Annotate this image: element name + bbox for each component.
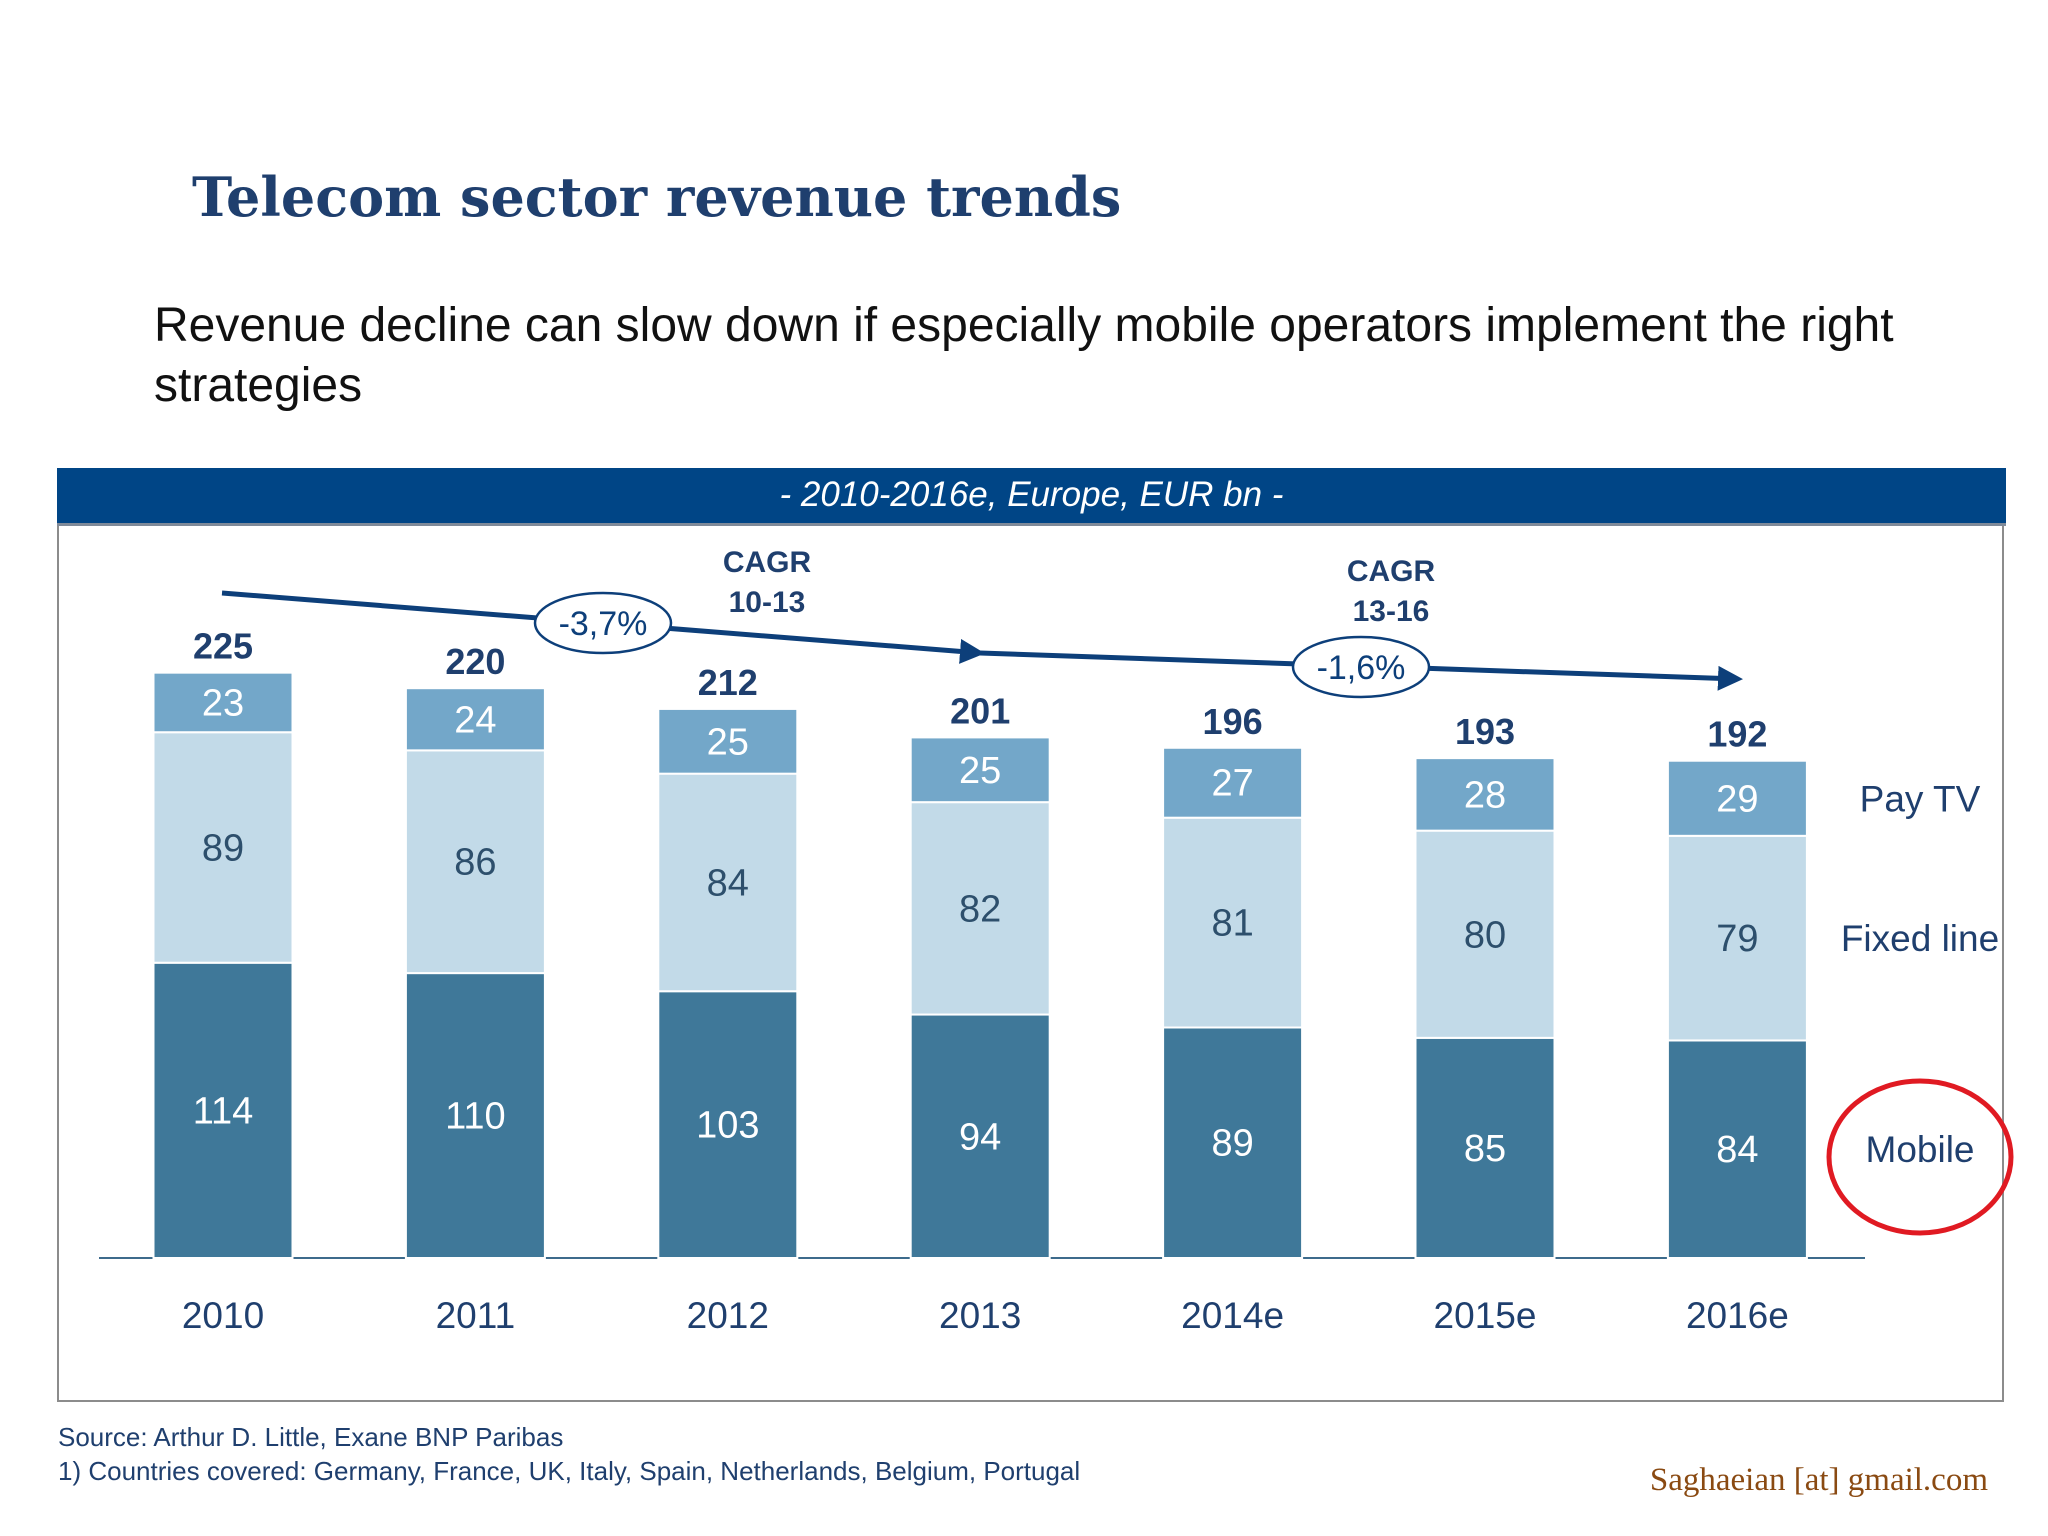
bar-value-label: 25: [959, 750, 1001, 792]
bar-value-label: 85: [1464, 1128, 1506, 1170]
total-label: 220: [445, 641, 505, 682]
bar-segment-fixed-line: [1666, 834, 1808, 1042]
bar-value-label: 89: [1211, 1123, 1253, 1165]
x-tick-label: 2013: [939, 1295, 1021, 1336]
x-tick-label: 2010: [182, 1295, 264, 1336]
total-label: 212: [698, 662, 758, 703]
bar-segment-fixed-line: [657, 772, 799, 993]
bar-segment-fixed-line: [404, 749, 546, 975]
bar-segment-pay-tv: [1414, 757, 1556, 832]
bar-value-label: 86: [454, 842, 496, 884]
bar-segment-pay-tv: [152, 671, 294, 734]
bar-segment-mobile: [1162, 1026, 1304, 1259]
cagr-value: -3,7%: [559, 605, 648, 643]
bar-value-label: 82: [959, 888, 1001, 930]
bar-segment-pay-tv: [1162, 746, 1304, 819]
total-label: 201: [950, 690, 1010, 731]
chart-frame: [57, 468, 2004, 1402]
highlight-circle: [1826, 1078, 2014, 1236]
cagr-label: CAGR: [1347, 555, 1436, 588]
total-label: 192: [1707, 714, 1767, 755]
legend-label: Fixed line: [1841, 918, 1999, 959]
bar-value-label: 79: [1716, 918, 1758, 960]
total-label: 193: [1455, 711, 1515, 752]
bar-segment-fixed-line: [1162, 816, 1304, 1029]
bar-value-label: 110: [445, 1096, 506, 1138]
bar-segment-mobile: [657, 990, 799, 1259]
x-tick-label: 2014e: [1181, 1295, 1284, 1336]
bar-value-label: 25: [707, 721, 749, 763]
page-title: Telecom sector revenue trends: [192, 165, 1122, 229]
bar-segment-mobile: [1666, 1039, 1808, 1259]
bar-value-label: 81: [1211, 903, 1253, 945]
x-tick-label: 2015e: [1434, 1295, 1537, 1336]
bar-segment-mobile: [1414, 1036, 1556, 1259]
countries-note: 1) Countries covered: Germany, France, U…: [58, 1456, 1081, 1486]
x-tick-label: 2016e: [1686, 1295, 1789, 1336]
x-tick-label: 2011: [436, 1295, 516, 1336]
footnotes: Source: Arthur D. Little, Exane BNP Pari…: [58, 1420, 1080, 1488]
source-note: Source: Arthur D. Little, Exane BNP Pari…: [58, 1422, 564, 1452]
bar-value-label: 80: [1464, 914, 1506, 956]
total-label: 225: [193, 626, 253, 667]
cagr-period: 10-13: [729, 586, 806, 619]
bar-segment-fixed-line: [152, 731, 294, 964]
bar-segment-fixed-line: [909, 801, 1051, 1016]
bar-value-label: 29: [1716, 778, 1758, 820]
bar-segment-pay-tv: [404, 687, 546, 752]
bar-value-label: 28: [1464, 774, 1506, 816]
x-tick-label: 2012: [687, 1295, 769, 1336]
bar-segment-pay-tv: [657, 707, 799, 775]
bar-value-label: 84: [707, 862, 749, 904]
legend-label: Pay TV: [1860, 778, 1981, 819]
bar-value-label: 84: [1716, 1129, 1758, 1171]
bar-value-label: 24: [454, 699, 496, 741]
legend-label: Mobile: [1866, 1129, 1975, 1170]
cagr-bubble: [1291, 635, 1431, 699]
bar-segment-pay-tv: [909, 736, 1051, 804]
cagr-period: 13-16: [1353, 595, 1430, 628]
bar-segment-pay-tv: [1666, 759, 1808, 837]
bar-segment-fixed-line: [1414, 829, 1556, 1039]
cagr-value: -1,6%: [1317, 649, 1406, 687]
bar-value-label: 27: [1211, 763, 1253, 805]
cagr-bubble: [533, 591, 673, 655]
bar-segment-mobile: [404, 972, 546, 1259]
bar-value-label: 23: [202, 682, 244, 724]
watermark-email: Saghaeian [at] gmail.com: [1649, 1462, 1988, 1498]
subtitle: Revenue decline can slow down if especia…: [154, 299, 1894, 412]
chart-header: - 2010-2016e, Europe, EUR bn -: [57, 468, 2006, 526]
cagr-label: CAGR: [723, 546, 812, 579]
total-label: 196: [1203, 701, 1263, 742]
bar-value-label: 89: [202, 827, 244, 869]
bar-segment-mobile: [152, 961, 294, 1259]
bar-value-label: 94: [959, 1116, 1001, 1158]
bar-value-label: 114: [193, 1090, 254, 1132]
bar-value-label: 103: [696, 1105, 759, 1147]
